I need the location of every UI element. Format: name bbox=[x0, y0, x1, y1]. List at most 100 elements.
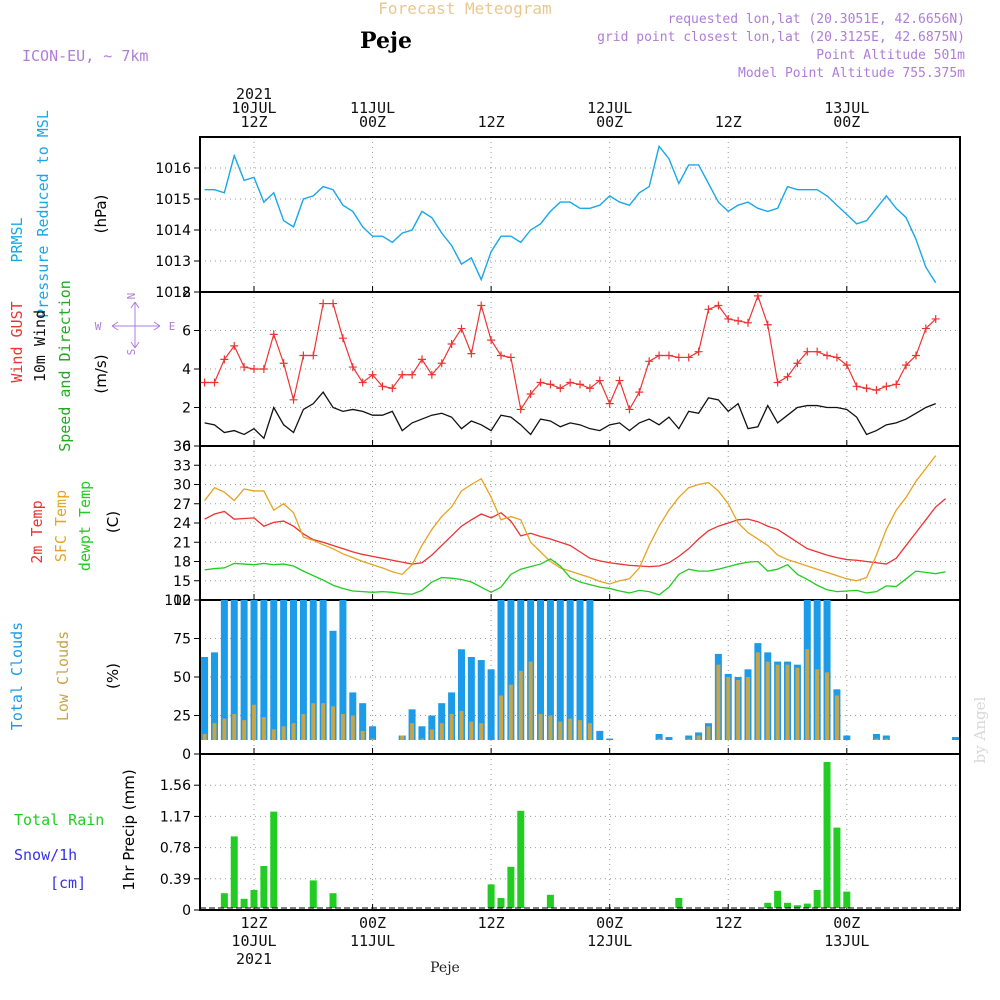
low-cloud-bar bbox=[884, 738, 889, 740]
ylabel-unit: (C) bbox=[104, 511, 122, 533]
total-cloud-bar bbox=[240, 600, 248, 740]
total-cloud-bar bbox=[596, 730, 604, 740]
gust-point bbox=[329, 299, 338, 308]
gust-point bbox=[408, 370, 417, 379]
low-cloud-bar bbox=[538, 713, 543, 740]
wind-line bbox=[204, 391, 936, 440]
y-tick-label: 1016 bbox=[155, 161, 191, 177]
gust-point bbox=[269, 330, 278, 339]
ylabel-sfc-temp: SFC Temp bbox=[52, 490, 70, 562]
gust-point bbox=[220, 355, 229, 364]
total-cloud-bar bbox=[951, 737, 959, 740]
gust-point bbox=[605, 399, 614, 408]
total-cloud-bar bbox=[487, 669, 495, 740]
total-cloud-bar bbox=[210, 652, 218, 740]
y-tick-label: 1.56 bbox=[160, 778, 191, 794]
gust-point bbox=[931, 314, 940, 323]
gust-point bbox=[536, 378, 545, 387]
low-cloud-bar bbox=[459, 710, 464, 740]
y-tick-label: 6 bbox=[182, 324, 191, 340]
bottom-axis-label: 11JUL bbox=[350, 932, 395, 950]
gust-point bbox=[862, 384, 871, 393]
gust-point bbox=[368, 370, 377, 379]
gust-point bbox=[902, 361, 911, 370]
low-cloud-bar bbox=[716, 664, 721, 740]
rain-bar bbox=[250, 890, 258, 908]
y-tick-label: 15 bbox=[173, 574, 191, 590]
bottom-axis-label: 00Z bbox=[833, 914, 860, 932]
low-cloud-bar bbox=[281, 726, 286, 740]
low-cloud-bar bbox=[686, 738, 691, 740]
gust-point bbox=[299, 351, 308, 360]
gust-point bbox=[655, 351, 664, 360]
compass-arrows bbox=[111, 301, 161, 349]
gust-point bbox=[398, 370, 407, 379]
total-cloud-bar bbox=[872, 733, 880, 740]
point-altitude: Point Altitude 501m bbox=[816, 48, 965, 63]
total-cloud-bar bbox=[319, 600, 327, 740]
total-cloud-bar bbox=[230, 600, 238, 740]
low-cloud-bar bbox=[469, 721, 474, 740]
low-cloud-bar bbox=[222, 718, 227, 740]
gust-point bbox=[852, 382, 861, 391]
total-cloud-bar bbox=[280, 600, 288, 740]
total-cloud-bar bbox=[201, 656, 209, 740]
rain-bar bbox=[329, 893, 337, 908]
y-tick-label: 4 bbox=[182, 362, 191, 378]
gust-point bbox=[240, 363, 249, 372]
low-cloud-bar bbox=[439, 723, 444, 740]
gust-point bbox=[250, 365, 258, 373]
ylabel-total-clouds: Total Clouds bbox=[8, 622, 26, 730]
total-cloud-bar bbox=[685, 735, 693, 740]
low-cloud-bar bbox=[726, 677, 731, 740]
rain-bar bbox=[309, 880, 317, 908]
total-cloud-bar bbox=[586, 600, 594, 740]
low-cloud-bar bbox=[419, 738, 424, 740]
dewpt-line bbox=[204, 558, 946, 596]
low-cloud-bar bbox=[291, 723, 296, 740]
bottom-axis-label: 12Z bbox=[715, 914, 742, 932]
rain-bar bbox=[230, 836, 238, 908]
low-cloud-bar bbox=[261, 717, 266, 740]
panel-temperature: 12 15 18 21 24 27 30 33 36 2m Temp SFC Temp dewpt T… bbox=[28, 439, 961, 609]
gust-point bbox=[417, 355, 426, 364]
total-cloud-bar bbox=[882, 735, 890, 740]
total-cloud-bar bbox=[477, 660, 485, 740]
low-cloud-bar bbox=[587, 723, 592, 740]
gust-point bbox=[477, 301, 486, 310]
total-cloud-bar bbox=[497, 600, 505, 740]
gust-point bbox=[585, 384, 594, 393]
low-cloud-bar bbox=[499, 695, 503, 740]
gust-point bbox=[378, 382, 387, 391]
gust-point bbox=[694, 347, 703, 356]
chart-title: Forecast Meteogram bbox=[378, 0, 551, 18]
total-cloud-bar bbox=[576, 600, 584, 740]
low-cloud-bar bbox=[360, 730, 365, 740]
rain-bar bbox=[784, 902, 792, 908]
gust-point bbox=[556, 384, 565, 393]
gust-point bbox=[813, 347, 822, 356]
compass-legend: N S W E bbox=[95, 293, 176, 356]
gust-point bbox=[753, 291, 762, 300]
gust-point bbox=[319, 299, 328, 308]
top-axis-label: 00Z bbox=[359, 113, 386, 131]
low-cloud-bar bbox=[449, 713, 454, 740]
gust-point bbox=[684, 353, 693, 362]
gust-point bbox=[704, 305, 713, 314]
gust-point bbox=[506, 353, 515, 362]
gust-point bbox=[230, 341, 239, 350]
gust-point bbox=[437, 359, 446, 368]
gust-point bbox=[358, 378, 367, 387]
bottom-axis-label: 13JUL bbox=[824, 932, 869, 950]
y-tick-label: 1012 bbox=[155, 285, 191, 301]
top-axis-label: 13JUL bbox=[824, 99, 869, 117]
total-cloud-bar bbox=[655, 733, 663, 740]
top-axis-label: 2021 bbox=[236, 85, 272, 103]
top-axis-label: 12Z bbox=[478, 113, 505, 131]
ylabel-gust: Wind GUST bbox=[8, 301, 26, 382]
total-cloud-bar bbox=[823, 600, 831, 740]
gust-point bbox=[497, 351, 505, 360]
low-cloud-bar bbox=[736, 680, 741, 740]
rain-bar bbox=[803, 903, 811, 908]
